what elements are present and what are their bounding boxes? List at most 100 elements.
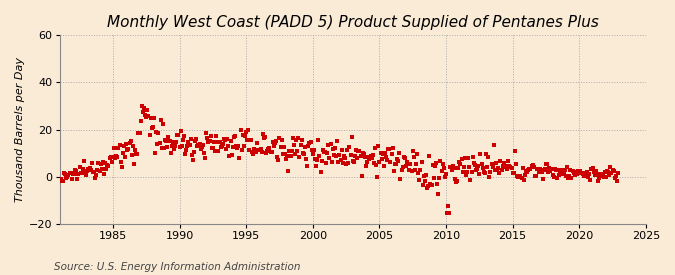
Point — [80, 170, 90, 175]
Point — [435, 159, 446, 163]
Point — [364, 157, 375, 161]
Point — [454, 160, 464, 164]
Point — [601, 169, 612, 174]
Point — [536, 169, 547, 174]
Point — [143, 113, 154, 118]
Point — [256, 150, 267, 155]
Point — [352, 155, 362, 160]
Point — [172, 132, 183, 137]
Point — [213, 148, 224, 153]
Point — [102, 163, 113, 167]
Point — [341, 162, 352, 166]
Point — [300, 156, 311, 161]
Point — [180, 152, 190, 156]
Title: Monthly West Coast (PADD 5) Product Supplied of Pentanes Plus: Monthly West Coast (PADD 5) Product Supp… — [107, 15, 599, 30]
Point — [371, 163, 381, 167]
Point — [403, 161, 414, 166]
Point — [146, 126, 157, 130]
Point — [448, 164, 458, 168]
Point — [298, 150, 308, 155]
Point — [593, 178, 603, 183]
Point — [171, 140, 182, 145]
Point — [545, 169, 556, 173]
Point — [365, 154, 376, 158]
Point — [324, 156, 335, 160]
Point — [329, 145, 340, 150]
Point — [66, 177, 77, 181]
Point — [546, 167, 557, 171]
Point — [291, 138, 302, 142]
Point — [595, 172, 605, 176]
Point — [504, 164, 515, 168]
Point — [445, 164, 456, 169]
Point — [319, 149, 330, 154]
Point — [62, 174, 73, 179]
Point — [350, 154, 360, 159]
Point — [79, 159, 90, 163]
Point — [147, 125, 158, 129]
Point — [90, 176, 101, 181]
Point — [100, 161, 111, 165]
Point — [566, 176, 577, 180]
Point — [467, 155, 478, 159]
Point — [394, 151, 405, 155]
Point — [597, 174, 608, 178]
Point — [398, 165, 408, 169]
Point — [541, 162, 551, 166]
Point — [196, 145, 207, 150]
Point — [483, 155, 493, 159]
Point — [101, 166, 111, 171]
Point — [505, 164, 516, 169]
Point — [522, 168, 533, 172]
Point — [72, 177, 83, 181]
Point — [544, 166, 555, 170]
Point — [360, 155, 371, 160]
Point — [129, 162, 140, 166]
Point — [486, 162, 497, 167]
Point — [276, 138, 287, 142]
Point — [110, 156, 121, 160]
Point — [431, 161, 441, 166]
Point — [267, 139, 278, 144]
Point — [83, 167, 94, 172]
Point — [231, 144, 242, 148]
Point — [562, 165, 572, 169]
Point — [314, 154, 325, 159]
Point — [269, 144, 279, 148]
Point — [288, 143, 299, 147]
Point — [565, 168, 576, 172]
Point — [373, 144, 383, 149]
Point — [456, 157, 467, 161]
Point — [382, 158, 393, 162]
Point — [117, 151, 128, 155]
Point — [443, 204, 454, 208]
Point — [404, 168, 414, 172]
Point — [567, 169, 578, 173]
Point — [169, 146, 180, 151]
Point — [367, 156, 377, 161]
Point — [539, 168, 549, 173]
Point — [410, 168, 421, 173]
Point — [162, 145, 173, 149]
Point — [432, 182, 443, 186]
Point — [207, 146, 217, 151]
Point — [269, 141, 280, 145]
Point — [360, 163, 371, 168]
Point — [135, 119, 146, 124]
Point — [179, 134, 190, 139]
Point — [398, 155, 409, 159]
Point — [250, 150, 261, 154]
Point — [68, 172, 78, 176]
Point — [173, 133, 184, 138]
Point — [423, 184, 433, 189]
Point — [464, 164, 475, 169]
Point — [95, 169, 105, 173]
Point — [547, 173, 558, 177]
Point — [169, 143, 180, 148]
Point — [417, 183, 428, 188]
Point — [402, 160, 412, 164]
Point — [279, 152, 290, 156]
Point — [606, 171, 617, 175]
Point — [560, 168, 570, 172]
Point — [155, 118, 166, 122]
